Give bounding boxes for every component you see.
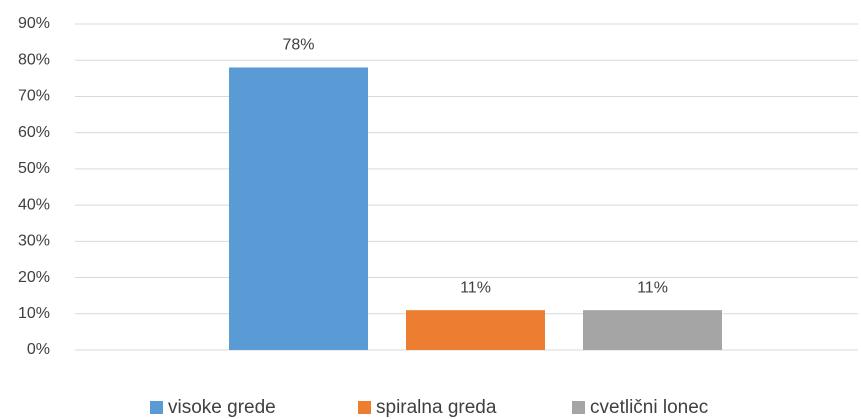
data-label: 11%: [460, 279, 491, 296]
legend-label: cvetlični lonec: [590, 397, 708, 418]
bar: [406, 310, 545, 350]
legend-label: spiralna greda: [376, 397, 497, 418]
y-tick-label: 90%: [18, 15, 50, 32]
y-tick-label: 30%: [18, 233, 50, 250]
legend-swatch: [572, 401, 585, 414]
y-tick-label: 20%: [18, 269, 50, 286]
y-tick-label: 60%: [18, 124, 50, 141]
y-tick-label: 10%: [18, 305, 50, 322]
data-label: 78%: [282, 37, 314, 54]
legend-swatch: [358, 401, 371, 414]
y-tick-label: 40%: [18, 196, 50, 213]
legend-swatch: [150, 401, 163, 414]
y-tick-label: 80%: [18, 51, 50, 68]
y-tick-label: 70%: [18, 88, 50, 105]
y-tick-label: 50%: [18, 160, 50, 177]
y-tick-label: 0%: [27, 341, 50, 358]
bar: [229, 67, 368, 350]
data-label: 11%: [637, 279, 668, 296]
legend-label: visoke grede: [168, 397, 276, 418]
bar: [583, 310, 722, 350]
